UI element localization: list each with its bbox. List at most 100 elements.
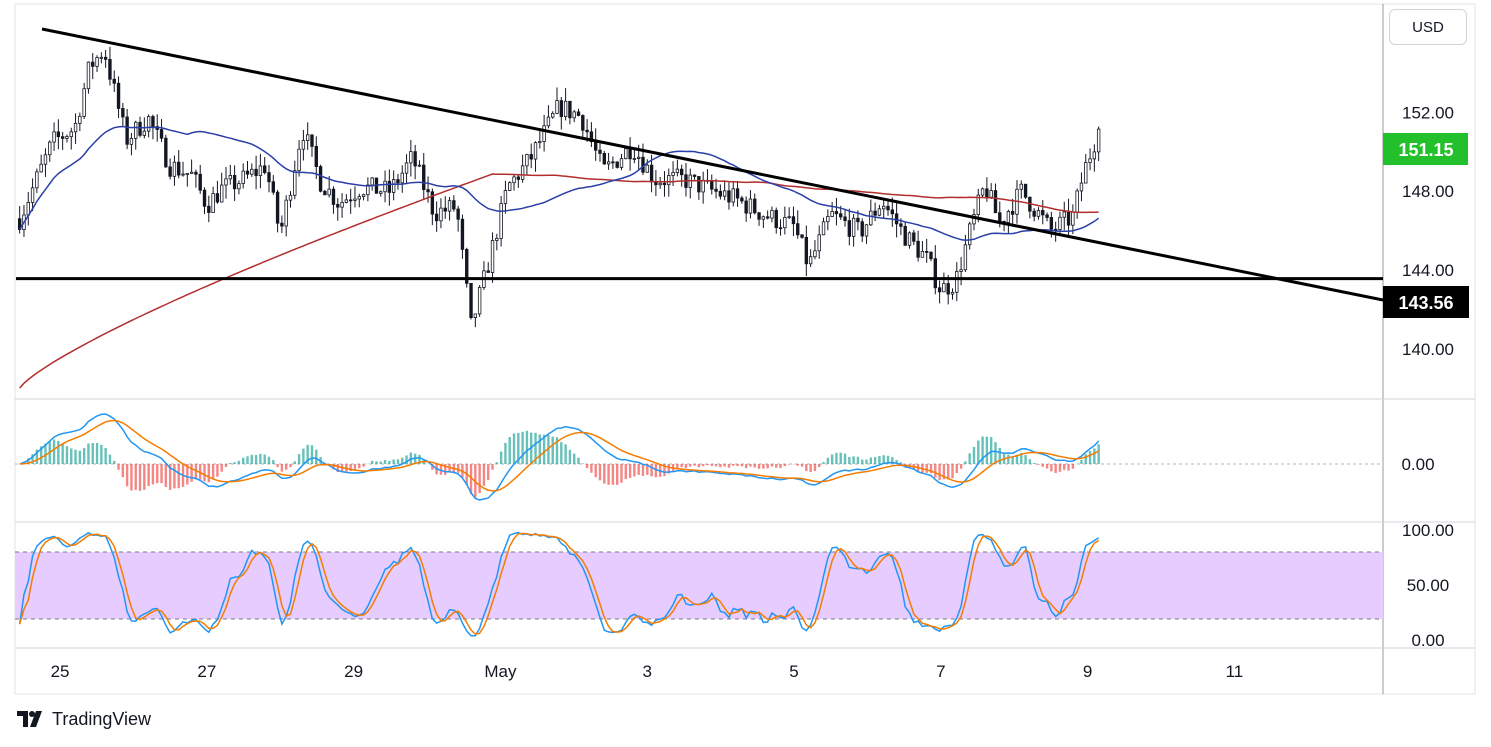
candle-body xyxy=(241,170,245,185)
macd-hist-bar xyxy=(272,460,275,464)
candle-body xyxy=(585,129,589,133)
candle-body xyxy=(361,194,366,198)
macd-hist-bar xyxy=(641,464,645,476)
candle-body xyxy=(473,313,478,318)
signal-line xyxy=(19,419,1100,492)
candle-body xyxy=(727,190,731,203)
currency-selector[interactable]: USD xyxy=(1389,9,1467,45)
macd-hist-bar xyxy=(577,457,580,464)
candle-body xyxy=(404,162,409,174)
macd-hist-bar xyxy=(663,464,666,477)
macd-hist-bar xyxy=(353,464,357,470)
macd-hist-bar xyxy=(186,464,189,485)
candle-body xyxy=(581,115,585,131)
macd-hist-bar xyxy=(310,445,314,464)
macd-hist-bar xyxy=(749,464,752,467)
ma-fast-line xyxy=(19,125,1100,241)
macd-hist-bar xyxy=(732,464,735,466)
candle-body xyxy=(985,188,989,198)
candle-body xyxy=(929,251,933,260)
candle-body xyxy=(258,165,263,176)
macd-hist-bar xyxy=(39,446,43,464)
macd-hist-bar xyxy=(147,464,150,486)
candle-body xyxy=(344,199,349,203)
macd-hist-bar xyxy=(31,454,34,464)
candle-body xyxy=(542,125,546,142)
candle-body xyxy=(899,223,903,227)
candle-body xyxy=(555,100,559,114)
candle-body xyxy=(396,179,400,184)
macd-hist-bar xyxy=(585,464,589,468)
candle-body xyxy=(813,250,817,258)
macd-hist-bar xyxy=(478,464,481,494)
candle-body xyxy=(78,115,82,124)
macd-hist-bar xyxy=(573,453,576,464)
macd-hist-bar xyxy=(800,464,804,467)
macd-hist-bar xyxy=(1032,463,1036,464)
candle-body xyxy=(976,194,980,215)
macd-hist-bar xyxy=(538,434,542,464)
macd-hist-bar xyxy=(27,458,30,464)
candle-body xyxy=(1066,211,1071,226)
macd-hist-bar xyxy=(633,464,636,477)
macd-hist-bar xyxy=(779,464,782,469)
macd-hist-bar xyxy=(444,464,447,475)
macd-hist-bar xyxy=(646,464,649,475)
stoch-d-line xyxy=(18,532,1100,635)
candle-body xyxy=(194,171,198,175)
candle-body xyxy=(43,154,48,165)
candle-body xyxy=(1092,151,1097,160)
macd-hist-bar xyxy=(349,464,352,472)
candle-body xyxy=(594,141,598,151)
macd-hist-bar xyxy=(852,456,855,464)
candle-body xyxy=(636,156,641,159)
candle-body xyxy=(237,183,241,190)
macd-hist-bar xyxy=(117,464,120,470)
macd-hist-bar xyxy=(456,464,460,473)
macd-hist-bar xyxy=(598,464,602,481)
macd-hist-bar xyxy=(1050,464,1053,472)
macd-hist-bar xyxy=(267,456,271,464)
candle-body xyxy=(116,82,121,109)
candle-body xyxy=(843,216,847,221)
candle-body xyxy=(409,151,413,164)
candle-body xyxy=(615,161,619,168)
candle-body xyxy=(546,116,551,127)
macd-hist-bar xyxy=(568,449,572,464)
candle-body xyxy=(456,208,460,220)
candle-body xyxy=(1096,128,1101,153)
macd-hist-bar xyxy=(370,460,374,464)
candle-body xyxy=(925,250,929,253)
candle-body xyxy=(826,216,830,223)
macd-hist-bar xyxy=(91,443,94,464)
last-price-tag xyxy=(1383,133,1468,165)
candle-body xyxy=(520,165,525,180)
candle-body xyxy=(172,161,177,177)
time-tick-label: 7 xyxy=(936,662,945,681)
candle-body xyxy=(52,131,56,143)
macd-hist-bar xyxy=(1071,464,1075,469)
macd-hist-bar xyxy=(160,464,163,484)
candle-body xyxy=(56,131,61,138)
candle-body xyxy=(452,200,456,210)
macd-hist-bar xyxy=(951,464,954,479)
macd-hist-bar xyxy=(701,464,705,467)
candle-body xyxy=(228,175,232,180)
macd-hist-bar xyxy=(495,462,499,464)
macd-hist-bar xyxy=(289,464,292,468)
candle-body xyxy=(701,179,705,193)
candle-body xyxy=(224,178,228,186)
candle-body xyxy=(658,182,662,186)
stoch-k-line xyxy=(18,531,1100,637)
candle-body xyxy=(1079,182,1084,192)
candle-body xyxy=(770,209,774,219)
level-price-label: 143.56 xyxy=(1398,293,1453,313)
candle-body xyxy=(864,224,869,237)
candle-body xyxy=(753,198,757,214)
candle-body xyxy=(722,190,727,197)
macd-hist-bar xyxy=(650,464,653,477)
tradingview-brand[interactable]: TradingView xyxy=(16,708,151,730)
macd-hist-bar xyxy=(955,464,958,474)
candle-body xyxy=(774,209,778,229)
macd-hist-bar xyxy=(250,454,254,464)
